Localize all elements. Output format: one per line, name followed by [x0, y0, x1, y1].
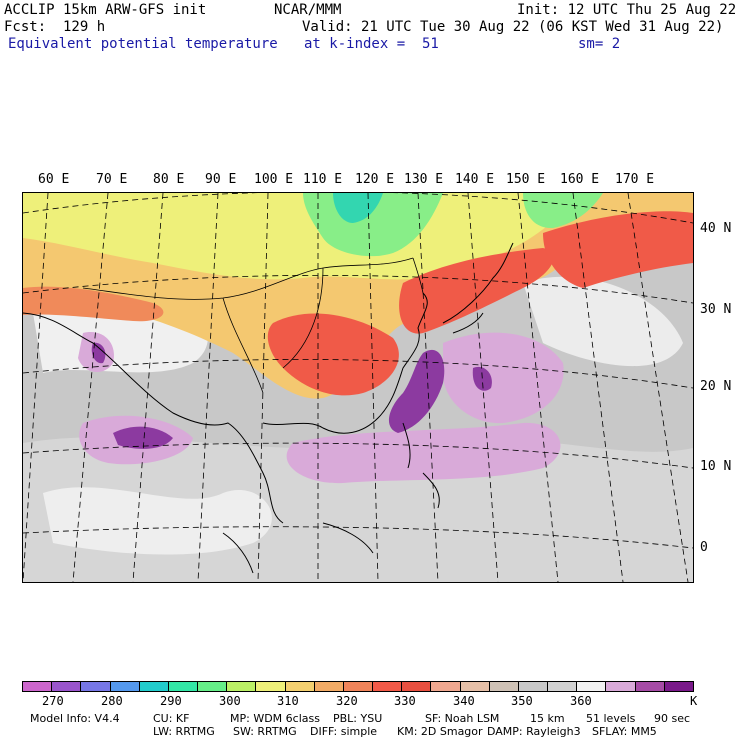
colorbar-swatch: [110, 682, 140, 691]
lat-label-0: 0: [700, 540, 708, 555]
theta-e-yellow: [23, 193, 583, 280]
colorbar-swatch: [314, 682, 344, 691]
theta-e-cyan: [333, 193, 383, 223]
colorbar-swatch: [460, 682, 490, 691]
model-title: ACCLIP 15km ARW-GFS init: [4, 2, 207, 18]
coastline-japan: [442, 242, 514, 334]
colorbar-swatch: [285, 682, 315, 691]
colorbar-unit: K: [690, 694, 698, 708]
model-info-sflay: SFLAY: MM5: [592, 725, 657, 738]
colorbar-swatch: [373, 682, 403, 691]
colorbar-swatch: [606, 682, 636, 691]
lon-label-60e: 60 E: [38, 172, 70, 187]
model-info-timestep: 90 sec: [654, 712, 691, 725]
model-info-lw: LW: RRTMG: [153, 725, 215, 738]
model-info-mp: MP: WDM 6class: [230, 712, 320, 725]
white-patches-3: [43, 487, 272, 555]
model-info-km: KM: 2D Smagor: [397, 725, 483, 738]
model-info-sf: SF: Noah LSM: [425, 712, 500, 725]
colorbar-swatch: [81, 682, 111, 691]
colorbar-tick-340: 340: [453, 694, 475, 708]
lon-label-130e: 130 E: [404, 172, 444, 187]
colorbar-swatch: [139, 682, 169, 691]
colorbar-swatch: [489, 682, 519, 691]
lon-label-80e: 80 E: [153, 172, 185, 187]
colorbar-tick-320: 320: [336, 694, 358, 708]
colorbar-swatch: [635, 682, 665, 691]
colorbar-tick-270: 270: [42, 694, 64, 708]
colorbar-tick-300: 300: [219, 694, 241, 708]
smoothing-label: sm= 2: [578, 36, 621, 52]
lon-label-170e: 170 E: [615, 172, 655, 187]
colorbar-tick-310: 310: [277, 694, 299, 708]
theta-e-map: [22, 192, 694, 583]
lon-label-140e: 140 E: [455, 172, 495, 187]
theta-e-lavender-pacific: [443, 332, 564, 424]
colorbar-tick-330: 330: [394, 694, 416, 708]
model-info-levels: 51 levels: [586, 712, 636, 725]
lon-label-110e: 110 E: [303, 172, 343, 187]
theta-e-purple-bay-bengal: [113, 426, 173, 449]
colorbar-swatch: [227, 682, 257, 691]
colorbar-swatch: [664, 682, 693, 691]
lon-label-70e: 70 E: [96, 172, 128, 187]
graticule: [23, 193, 693, 582]
colorbar-swatch: [168, 682, 199, 691]
model-info-pbl: PBL: YSU: [333, 712, 383, 725]
lon-label-160e: 160 E: [560, 172, 600, 187]
model-info-diff: DIFF: simple: [310, 725, 378, 738]
theta-e-purple-nw: [91, 342, 106, 364]
theta-e-lavender-ocean: [286, 422, 561, 484]
lat-label-10n: 10 N: [700, 459, 732, 474]
model-info-version: Model Info: V4.4: [30, 712, 120, 725]
lat-label-30n: 30 N: [700, 302, 732, 317]
coastline-islands: [222, 422, 440, 574]
institution-label: NCAR/MMM: [274, 2, 342, 18]
model-info-sw: SW: RRTMG: [233, 725, 297, 738]
model-info-res: 15 km: [530, 712, 565, 725]
theta-e-green-ne: [523, 193, 603, 229]
lon-label-90e: 90 E: [205, 172, 237, 187]
theta-e-red-china: [267, 313, 399, 396]
lat-label-40n: 40 N: [700, 221, 732, 236]
white-patches: [33, 307, 208, 373]
theta-e-red-nw-pacific: [543, 211, 693, 288]
theta-e-purple-pacific: [472, 366, 492, 391]
level-label: at k-index = 51: [304, 36, 439, 52]
model-info-damp: DAMP: Rayleigh3: [487, 725, 581, 738]
colorbar-tick-350: 350: [511, 694, 533, 708]
valid-time: Valid: 21 UTC Tue 30 Aug 22 (06 KST Wed …: [302, 19, 724, 35]
colorbar-tick-290: 290: [160, 694, 182, 708]
colorbar-swatch: [343, 682, 374, 691]
colorbar-swatch: [402, 682, 432, 691]
colorbar-swatch: [431, 682, 461, 691]
forecast-hour: Fcst: 129 h: [4, 19, 106, 35]
colorbar-swatch: [198, 682, 228, 691]
lon-label-120e: 120 E: [355, 172, 395, 187]
theta-e-red-india: [23, 286, 164, 322]
colorbar-swatch: [577, 682, 607, 691]
country-borders: [82, 257, 424, 394]
colorbar-swatch: [518, 682, 549, 691]
init-time: Init: 12 UTC Thu 25 Aug 22: [517, 2, 737, 18]
colorbar-swatch: [548, 682, 578, 691]
lat-label-20n: 20 N: [700, 379, 732, 394]
colorbar-swatch: [52, 682, 82, 691]
theta-e-red-japan: [399, 248, 554, 334]
white-patches-2: [523, 276, 683, 367]
colorbar: [22, 681, 694, 692]
theta-e-purple-taiwan-sea: [388, 349, 445, 433]
lon-label-150e: 150 E: [506, 172, 546, 187]
coastline-asia: [23, 292, 428, 524]
colorbar-tick-360: 360: [570, 694, 592, 708]
field-name: Equivalent potential temperature: [8, 36, 278, 52]
model-info-cu: CU: KF: [153, 712, 190, 725]
colorbar-tick-280: 280: [101, 694, 123, 708]
colorbar-swatch: [256, 682, 286, 691]
colorbar-swatch: [23, 682, 53, 691]
lon-label-100e: 100 E: [254, 172, 294, 187]
